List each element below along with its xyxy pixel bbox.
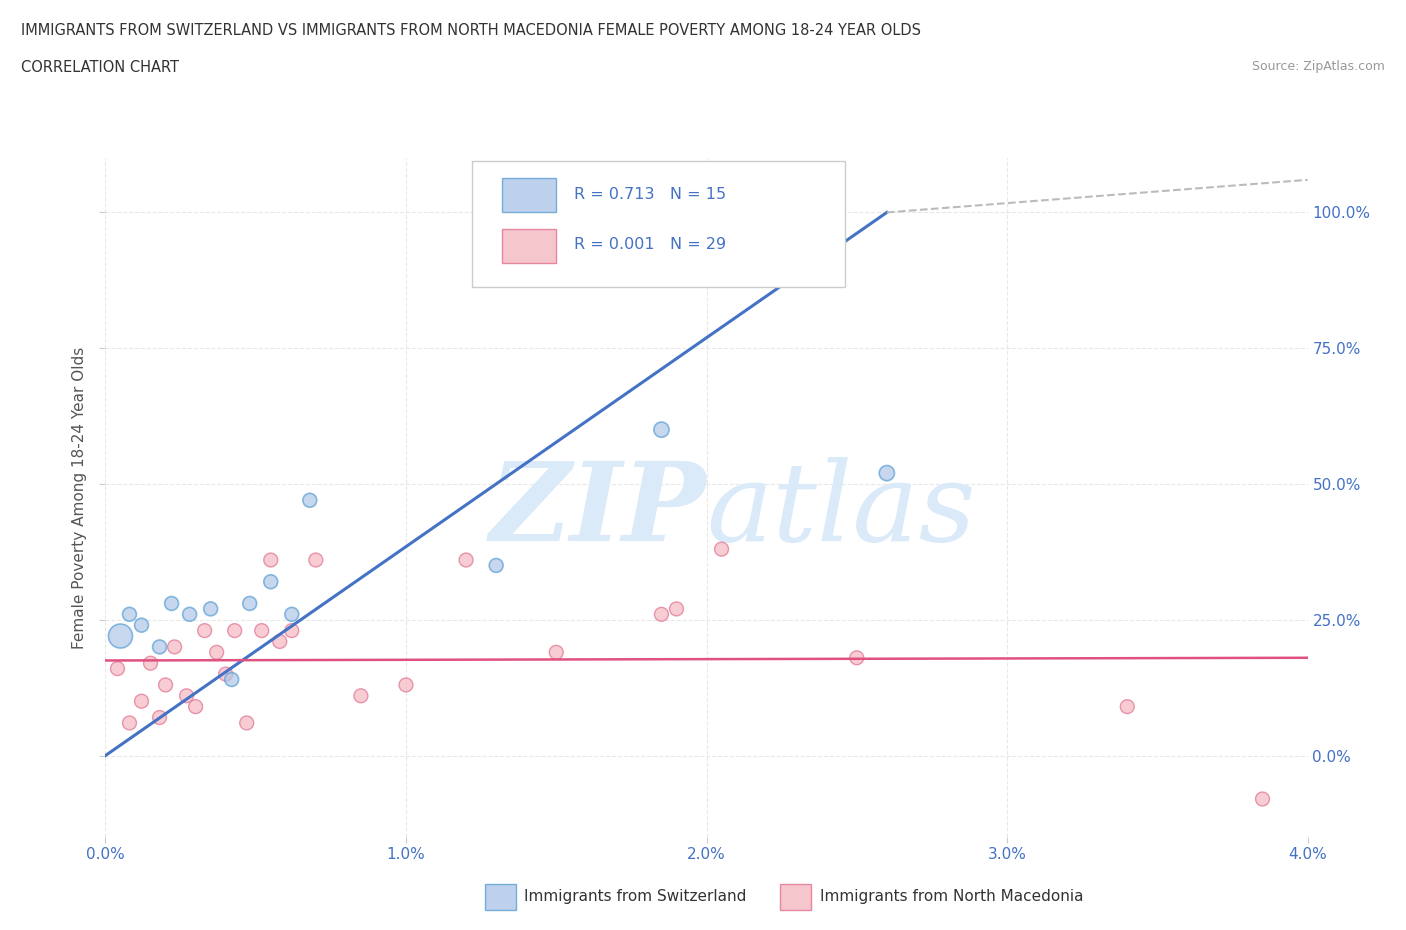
Point xyxy=(269,634,291,649)
Point xyxy=(139,656,162,671)
FancyBboxPatch shape xyxy=(502,230,557,263)
Point xyxy=(179,607,201,622)
Point xyxy=(845,650,868,665)
Point xyxy=(298,493,321,508)
Text: Immigrants from Switzerland: Immigrants from Switzerland xyxy=(524,889,747,904)
Point xyxy=(281,623,304,638)
Point xyxy=(305,552,328,567)
Point xyxy=(200,602,222,617)
Point xyxy=(650,607,672,622)
Point xyxy=(155,677,177,692)
Point xyxy=(163,640,186,655)
Text: IMMIGRANTS FROM SWITZERLAND VS IMMIGRANTS FROM NORTH MACEDONIA FEMALE POVERTY AM: IMMIGRANTS FROM SWITZERLAND VS IMMIGRANT… xyxy=(21,23,921,38)
Point xyxy=(118,715,141,730)
Point xyxy=(710,541,733,556)
Point xyxy=(214,667,236,682)
Point xyxy=(221,672,243,687)
Point xyxy=(205,644,228,659)
Text: CORRELATION CHART: CORRELATION CHART xyxy=(21,60,179,75)
Point xyxy=(1116,699,1139,714)
Point xyxy=(131,618,153,632)
Point xyxy=(148,640,170,655)
Point xyxy=(665,602,688,617)
Point xyxy=(250,623,273,638)
Text: Source: ZipAtlas.com: Source: ZipAtlas.com xyxy=(1251,60,1385,73)
Point xyxy=(235,715,257,730)
Y-axis label: Female Poverty Among 18-24 Year Olds: Female Poverty Among 18-24 Year Olds xyxy=(72,347,87,649)
Point xyxy=(260,552,283,567)
Point xyxy=(350,688,373,703)
Point xyxy=(546,644,568,659)
Point xyxy=(281,607,304,622)
Text: R = 0.713   N = 15: R = 0.713 N = 15 xyxy=(574,187,727,202)
Point xyxy=(184,699,207,714)
Point xyxy=(160,596,183,611)
Point xyxy=(118,607,141,622)
FancyBboxPatch shape xyxy=(472,162,845,287)
Point xyxy=(1251,791,1274,806)
Point xyxy=(176,688,198,703)
Text: ZIP: ZIP xyxy=(489,458,707,565)
FancyBboxPatch shape xyxy=(502,179,557,212)
Point xyxy=(194,623,217,638)
Text: Immigrants from North Macedonia: Immigrants from North Macedonia xyxy=(820,889,1083,904)
Point xyxy=(110,629,132,644)
Point xyxy=(239,596,262,611)
Point xyxy=(131,694,153,709)
Point xyxy=(107,661,129,676)
Point xyxy=(260,575,283,590)
Point xyxy=(224,623,246,638)
Point xyxy=(650,422,672,437)
Point xyxy=(454,552,477,567)
Text: R = 0.001   N = 29: R = 0.001 N = 29 xyxy=(574,237,727,252)
Point xyxy=(148,711,170,725)
Point xyxy=(876,466,898,481)
Text: atlas: atlas xyxy=(707,458,976,565)
Point xyxy=(485,558,508,573)
Point xyxy=(395,677,418,692)
